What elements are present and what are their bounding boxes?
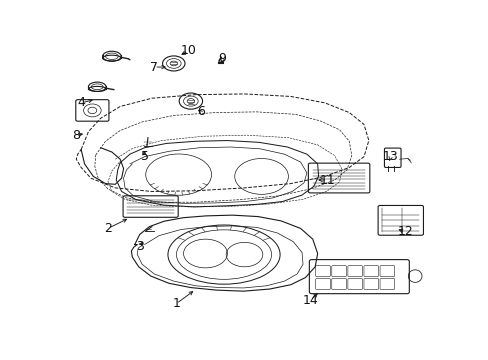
Text: 12: 12 <box>397 225 412 238</box>
Text: 14: 14 <box>302 294 318 307</box>
Text: 2: 2 <box>104 222 112 235</box>
Text: 13: 13 <box>382 150 398 163</box>
Text: 7: 7 <box>150 60 158 73</box>
Text: 8: 8 <box>72 129 80 142</box>
Text: 4: 4 <box>77 96 85 109</box>
Text: 1: 1 <box>172 297 180 310</box>
Text: 6: 6 <box>196 105 204 118</box>
Text: 9: 9 <box>218 51 226 64</box>
Text: 10: 10 <box>180 44 196 57</box>
Text: 11: 11 <box>319 174 335 186</box>
Text: 5: 5 <box>140 150 148 163</box>
Text: 3: 3 <box>136 240 143 253</box>
